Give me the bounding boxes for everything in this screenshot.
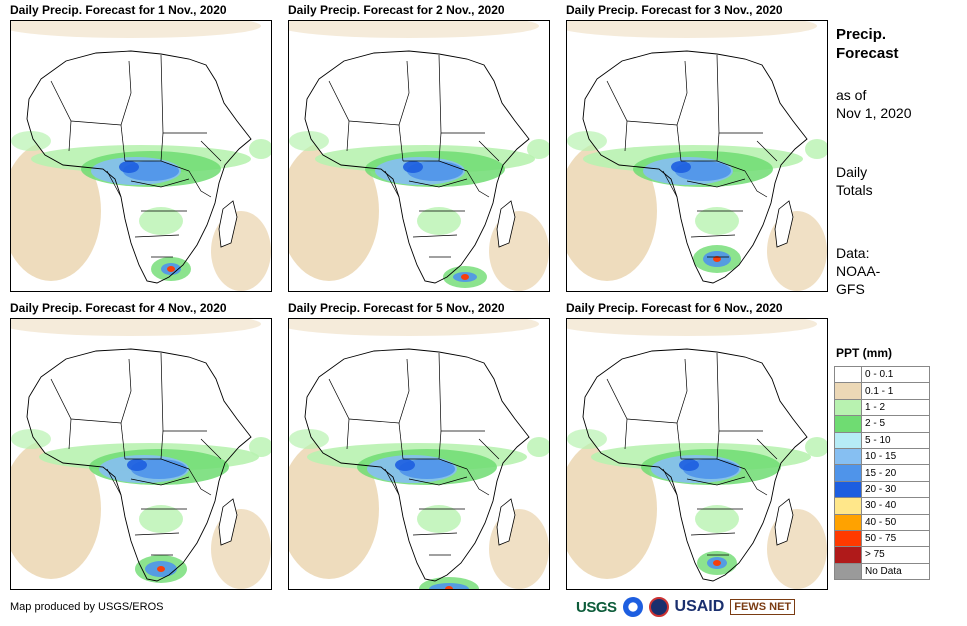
legend-item: 0.1 - 1	[834, 382, 930, 399]
legend-item: 2 - 5	[834, 415, 930, 432]
precip-map	[10, 318, 272, 590]
legend-label: 2 - 5	[865, 418, 886, 430]
legend-swatch	[835, 465, 862, 481]
legend: 0 - 0.1 0.1 - 1 1 - 2 2 - 5 5 - 10 10 - 15 15 …	[834, 366, 930, 581]
legend-item: 5 - 10	[834, 431, 930, 448]
legend-label: 15 - 20	[865, 467, 897, 479]
legend-swatch	[835, 498, 862, 514]
panel-title: Daily Precip. Forecast for 5 Nov., 2020	[288, 301, 505, 315]
noaa-logo-icon	[622, 597, 643, 617]
as-of-label: as of	[836, 87, 867, 103]
legend-swatch	[835, 416, 862, 432]
panel-title: Daily Precip. Forecast for 3 Nov., 2020	[566, 3, 783, 17]
usaid-logo: USAID	[674, 598, 725, 615]
legend-label: 1 - 2	[865, 401, 886, 413]
legend-label: No Data	[865, 565, 902, 577]
map-canvas	[289, 319, 549, 589]
precip-map	[566, 20, 828, 292]
legend-swatch	[835, 432, 862, 448]
precip-map	[288, 20, 550, 292]
logo-strip: USGS USAID FEWS NET	[576, 594, 796, 620]
data-source-line2: NOAA-	[836, 263, 881, 279]
totals-line1: Daily	[836, 164, 868, 180]
legend-swatch	[835, 514, 862, 530]
legend-item: > 75	[834, 546, 930, 563]
legend-label: 50 - 75	[865, 533, 897, 545]
legend-label: 5 - 10	[865, 434, 891, 446]
data-source-line3: GFS	[836, 281, 865, 297]
data-source: Data: NOAA- GFS	[836, 244, 880, 298]
legend-label: > 75	[865, 549, 885, 561]
legend-label: 10 - 15	[865, 451, 897, 463]
legend-item: 30 - 40	[834, 497, 930, 514]
legend-item: 50 - 75	[834, 529, 930, 547]
data-source-line1: Data:	[836, 245, 870, 261]
usgs-logo: USGS	[576, 598, 617, 616]
legend-swatch	[835, 547, 862, 563]
panel-title: Daily Precip. Forecast for 4 Nov., 2020	[10, 301, 227, 315]
legend-swatch	[835, 481, 862, 498]
panel-title: Daily Precip. Forecast for 6 Nov., 2020	[566, 301, 783, 315]
legend-title: PPT (mm)	[836, 346, 893, 360]
panel-title: Daily Precip. Forecast for 2 Nov., 2020	[288, 3, 505, 17]
map-canvas	[11, 21, 271, 291]
legend-item: 1 - 2	[834, 398, 930, 416]
legend-item: 20 - 30	[834, 480, 930, 498]
usaid-seal-icon	[648, 597, 669, 617]
forecast-title: Precip. Forecast	[836, 25, 899, 63]
legend-swatch	[835, 383, 862, 399]
map-canvas	[289, 21, 549, 291]
precip-map	[10, 20, 272, 292]
legend-label: 20 - 30	[865, 483, 897, 495]
legend-item: 40 - 50	[834, 513, 930, 530]
precip-map	[566, 318, 828, 590]
as-of-date: as of Nov 1, 2020	[836, 86, 912, 122]
legend-item: 15 - 20	[834, 464, 930, 481]
legend-label: 40 - 50	[865, 516, 897, 528]
legend-swatch	[835, 563, 862, 580]
legend-item: No Data	[834, 562, 930, 581]
legend-label: 30 - 40	[865, 500, 897, 512]
fews-net-logo: FEWS NET	[730, 599, 796, 615]
legend-label: 0 - 0.1	[865, 369, 894, 381]
panel-title: Daily Precip. Forecast for 1 Nov., 2020	[10, 3, 227, 17]
precip-map	[288, 318, 550, 590]
forecast-title-line2: Forecast	[836, 45, 899, 62]
legend-swatch	[835, 399, 862, 416]
map-canvas	[567, 319, 827, 589]
legend-label: 0.1 - 1	[865, 385, 894, 397]
legend-swatch	[835, 530, 862, 547]
forecast-title-line1: Precip.	[836, 26, 887, 43]
legend-item: 0 - 0.1	[834, 366, 930, 383]
legend-swatch	[835, 367, 862, 383]
as-of-value: Nov 1, 2020	[836, 105, 912, 121]
daily-totals-label: Daily Totals	[836, 163, 873, 199]
legend-item: 10 - 15	[834, 447, 930, 465]
legend-swatch	[835, 448, 862, 465]
map-credit: Map produced by USGS/EROS	[10, 601, 164, 613]
map-canvas	[11, 319, 271, 589]
totals-line2: Totals	[836, 182, 873, 198]
map-canvas	[567, 21, 827, 291]
